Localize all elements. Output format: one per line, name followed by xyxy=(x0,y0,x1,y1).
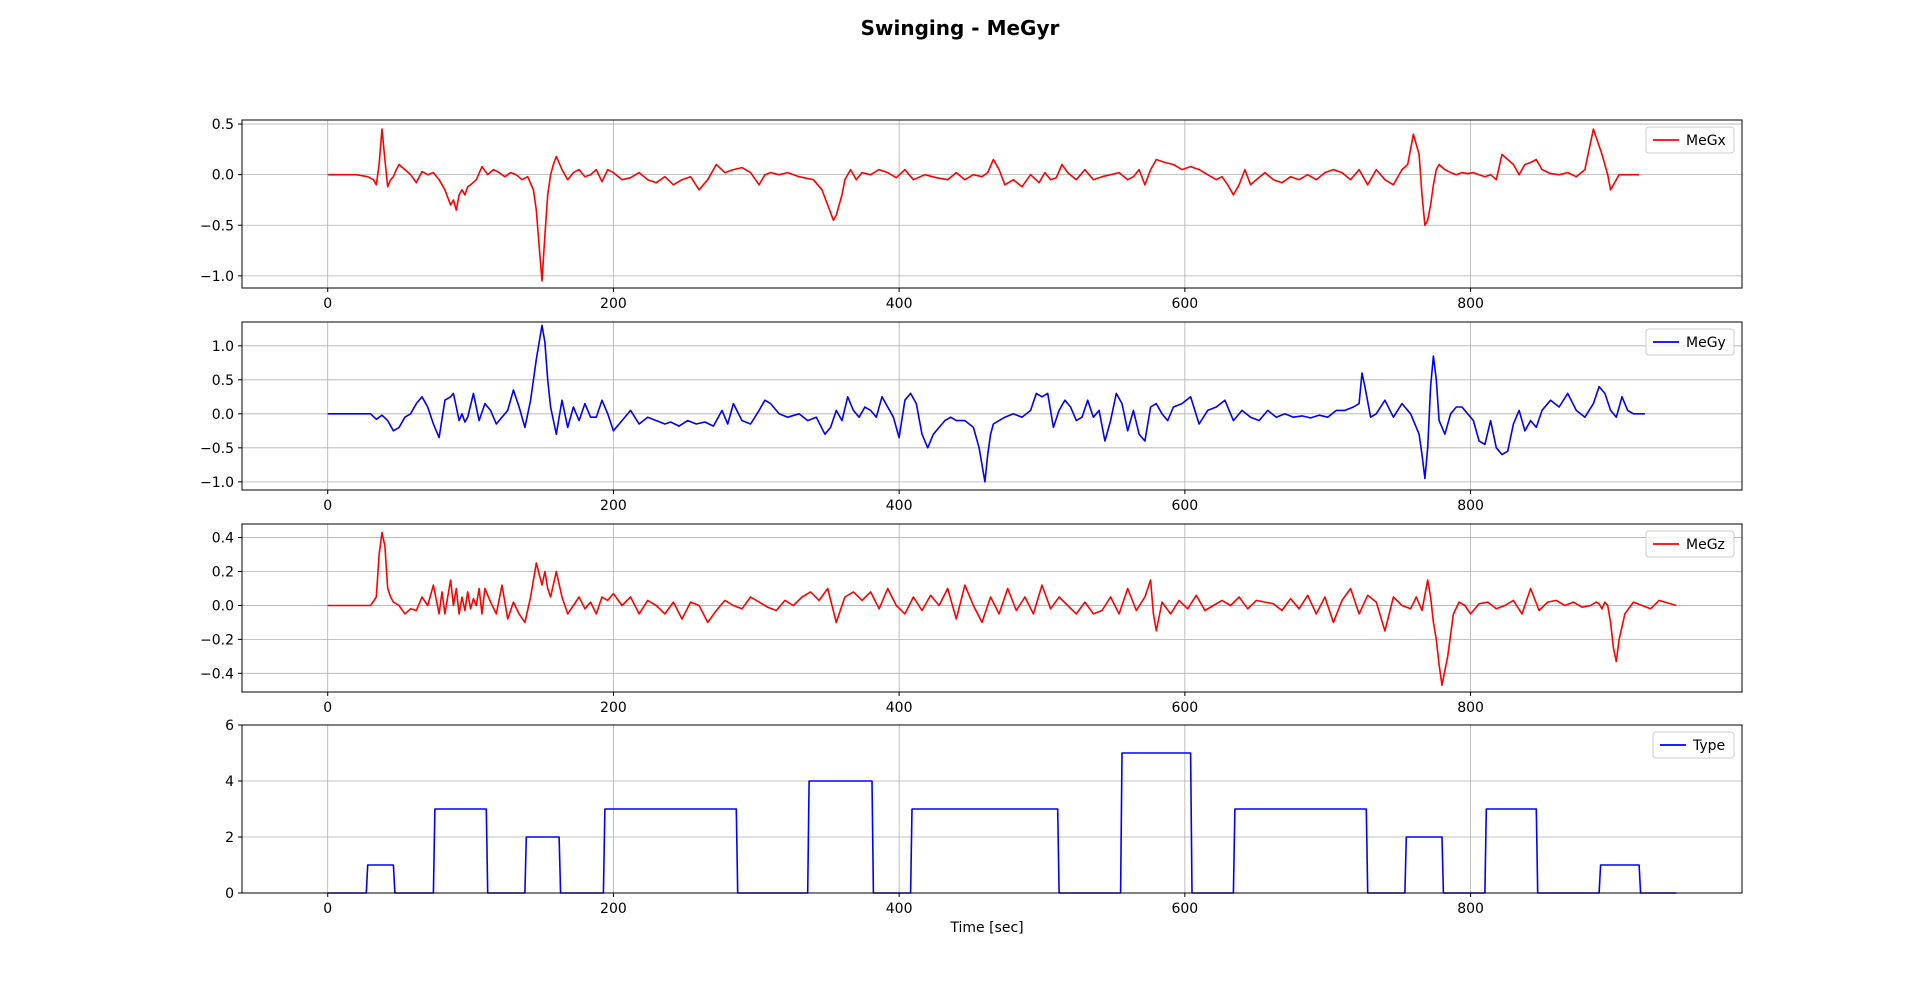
y-tick-label: 4 xyxy=(225,774,234,790)
x-tick-label: 800 xyxy=(1457,296,1484,312)
legend: MeGz xyxy=(1645,530,1735,558)
x-tick-label: 400 xyxy=(886,296,913,312)
axes-frame xyxy=(241,321,1743,491)
y-tick-label: 2 xyxy=(225,830,234,846)
x-tick-label: 800 xyxy=(1457,700,1484,716)
y-tick-label: −0.5 xyxy=(200,441,234,457)
series-line-MeGz xyxy=(327,531,1677,687)
legend-box xyxy=(1645,328,1735,356)
x-tick-label: 800 xyxy=(1457,498,1484,514)
x-tick-label: 200 xyxy=(600,296,627,312)
x-axis-label: Time [sec] xyxy=(949,920,1023,936)
series-line-MeGy xyxy=(327,324,1645,483)
x-tick-label: 600 xyxy=(1171,296,1198,312)
subplot-4: 0 200 400 600 800 6 4 2 0 Type xyxy=(225,718,1743,917)
legend-box xyxy=(1652,731,1735,759)
figure-title: Swinging - MeGyr xyxy=(861,16,1060,40)
x-tick-label: 400 xyxy=(886,901,913,917)
legend-label: MeGz xyxy=(1686,537,1725,553)
x-tick-label: 800 xyxy=(1457,901,1484,917)
subplot-2: 0 200 400 600 800 1.0 0.5 0.0 −0.5 −1.0 MeGy xyxy=(200,321,1743,514)
legend-label: Type xyxy=(1692,738,1725,754)
x-tick-label: 600 xyxy=(1171,700,1198,716)
y-tick-label: 0.0 xyxy=(212,168,234,184)
x-tick-label: 400 xyxy=(886,498,913,514)
y-tick-label: 6 xyxy=(225,718,234,734)
subplot-3: 0 200 400 600 800 0.4 0.2 0.0 −0.2 −0.4 MeGz xyxy=(200,523,1743,716)
y-tick-label: 0.5 xyxy=(212,117,234,133)
axes-frame xyxy=(241,724,1743,894)
x-tick-label: 200 xyxy=(600,901,627,917)
series-line-MeGx xyxy=(327,128,1640,282)
legend: MeGx xyxy=(1645,126,1735,154)
x-tick-label: 0 xyxy=(323,901,332,917)
x-tick-label: 200 xyxy=(600,700,627,716)
x-tick-label: 0 xyxy=(323,498,332,514)
y-tick-label: 0.0 xyxy=(212,598,234,614)
legend-box xyxy=(1645,126,1735,154)
y-tick-label: −1.0 xyxy=(200,269,234,285)
axes-frame xyxy=(241,119,1743,289)
series-line-Type xyxy=(327,752,1677,894)
y-tick-label: −0.4 xyxy=(200,666,234,682)
legend-label: MeGx xyxy=(1686,133,1726,149)
y-tick-label: −1.0 xyxy=(200,475,234,491)
y-tick-label: 1.0 xyxy=(212,339,234,355)
y-tick-label: 0 xyxy=(225,886,234,902)
x-tick-label: 0 xyxy=(323,296,332,312)
legend-box xyxy=(1645,530,1735,558)
y-tick-label: 0.2 xyxy=(212,565,234,581)
x-tick-label: 400 xyxy=(886,700,913,716)
y-tick-label: −0.2 xyxy=(200,632,234,648)
subplot-1: 0 200 400 600 800 0.5 0.0 −0.5 −1.0 MeGx xyxy=(200,117,1743,312)
legend: Type xyxy=(1652,731,1735,759)
x-tick-label: 600 xyxy=(1171,498,1198,514)
y-tick-label: 0.4 xyxy=(212,531,234,547)
x-tick-label: 0 xyxy=(323,700,332,716)
axes-frame xyxy=(241,523,1743,693)
y-tick-label: −0.5 xyxy=(200,218,234,234)
legend-label: MeGy xyxy=(1686,335,1726,351)
x-tick-label: 600 xyxy=(1171,901,1198,917)
y-tick-label: 0.5 xyxy=(212,373,234,389)
legend: MeGy xyxy=(1645,328,1735,356)
y-tick-label: 0.0 xyxy=(212,407,234,423)
x-tick-label: 200 xyxy=(600,498,627,514)
